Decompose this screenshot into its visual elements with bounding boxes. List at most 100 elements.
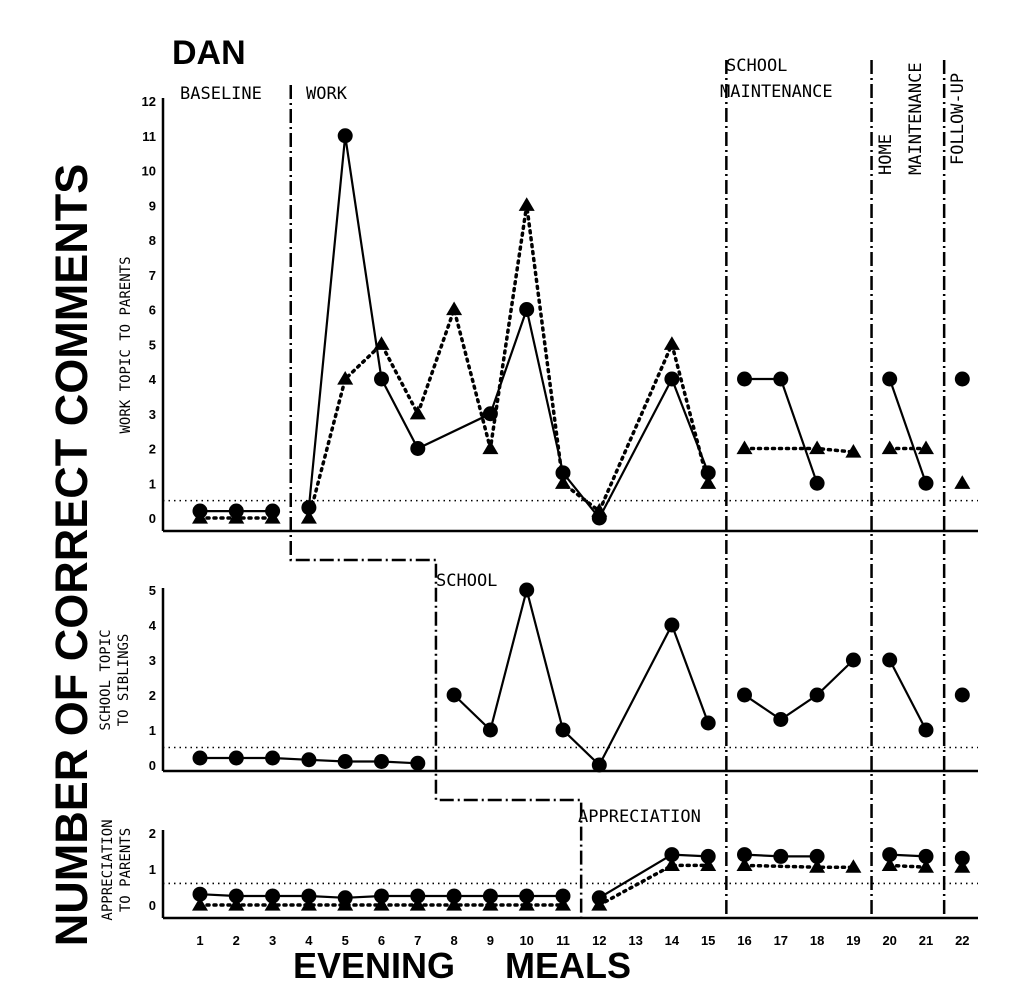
data-point-circle: [954, 850, 970, 866]
data-point-circle: [482, 406, 498, 422]
data-point-triangle: [809, 859, 826, 873]
y-tick-label: 5: [149, 583, 156, 598]
data-point-triangle: [845, 443, 862, 458]
text-layer: DAN NUMBER OF CORRECT COMMENTS EVENING M…: [46, 34, 970, 986]
data-point-circle: [773, 371, 789, 387]
phase-label-home-maintenance-2: MAINTENANCE: [906, 62, 926, 175]
data-point-circle: [228, 888, 244, 904]
series-line-triangle: [742, 863, 856, 869]
data-point-triangle: [300, 510, 317, 524]
data-point-circle: [918, 475, 934, 491]
data-point-triangle: [446, 897, 463, 911]
data-point-circle: [482, 722, 498, 738]
x-tick-label: 22: [955, 933, 969, 948]
panel-y-label: APPRECIATION TO PARENTS: [100, 819, 134, 920]
data-point-triangle: [192, 510, 208, 524]
data-point-circle: [555, 722, 571, 738]
data-point-triangle: [555, 475, 571, 489]
x-tick-label: 6: [378, 933, 385, 948]
data-point-triangle: [337, 897, 354, 911]
data-point-circle: [737, 847, 752, 863]
data-point-triangle: [954, 475, 971, 489]
y-tick-label: 0: [149, 898, 156, 913]
data-point-circle: [845, 652, 861, 668]
data-point-circle: [519, 582, 535, 598]
data-point-triangle: [482, 897, 499, 911]
series-line-circle: [888, 659, 927, 731]
data-point-circle: [954, 371, 970, 387]
x-tick-label: 19: [846, 933, 860, 948]
data-point-circle: [265, 888, 281, 904]
phase-label-school: SCHOOL: [436, 571, 497, 591]
series-line-circle: [453, 585, 710, 767]
data-point-circle: [882, 652, 898, 668]
data-point-circle: [737, 371, 752, 387]
data-point-circle: [664, 617, 680, 633]
series-line-circle: [307, 135, 710, 521]
panel-y-label-line: APPRECIATION: [100, 819, 116, 920]
y-tick-label: 2: [149, 826, 156, 841]
data-point-circle: [301, 752, 317, 768]
series-line-circle: [744, 377, 819, 484]
panel-y-label-line: TO PARENTS: [118, 828, 134, 912]
data-point-triangle: [881, 440, 898, 455]
x-tick-label: 21: [919, 933, 933, 948]
data-point-triangle: [591, 897, 608, 911]
x-tick-label: 20: [882, 933, 896, 948]
panel-y-label: WORK TOPIC TO PARENTS: [118, 256, 134, 433]
data-point-triangle: [700, 857, 717, 871]
data-point-circle: [265, 750, 281, 766]
data-point-circle: [519, 888, 535, 904]
data-point-circle: [700, 848, 716, 864]
data-point-triangle: [518, 897, 535, 911]
series-line-triangle: [887, 863, 928, 869]
data-point-circle: [809, 687, 825, 703]
phase-label-appreciation: APPRECIATION: [578, 807, 701, 827]
data-point-triangle: [555, 897, 571, 911]
data-point-circle: [374, 754, 389, 769]
data-point-circle: [519, 302, 535, 317]
data-point-circle: [773, 712, 789, 727]
data-point-circle: [482, 888, 498, 904]
data-point-triangle: [591, 503, 608, 517]
data-point-circle: [954, 687, 970, 703]
phase-lines-layer: [289, 60, 946, 918]
data-point-triangle: [446, 301, 463, 316]
phase-label-home-maintenance-1: HOME: [876, 134, 896, 175]
x-tick-label: 2: [233, 933, 240, 948]
data-point-triangle: [264, 510, 281, 524]
data-point-circle: [228, 750, 244, 766]
data-point-circle: [410, 441, 426, 456]
data-point-triangle: [409, 405, 426, 420]
phase-line-staggered: [289, 85, 583, 918]
data-point-triangle: [409, 897, 426, 911]
x-tick-label: 10: [519, 933, 533, 948]
y-tick-label: 2: [149, 688, 156, 703]
series-line-circle: [888, 378, 928, 484]
data-point-triangle: [736, 857, 753, 871]
data-point-circle: [773, 848, 789, 864]
y-tick-label: 8: [149, 233, 156, 248]
y-tick-label: 10: [142, 164, 156, 179]
data-point-triangle: [918, 859, 934, 873]
x-tick-label: 12: [592, 933, 606, 948]
data-point-triangle: [518, 197, 535, 211]
data-point-triangle: [700, 475, 717, 489]
data-point-circle: [700, 715, 716, 731]
y-axis-title: NUMBER OF CORRECT COMMENTS: [46, 164, 97, 946]
x-tick-label: 18: [810, 933, 824, 948]
series-line-triangle: [597, 863, 710, 907]
data-point-triangle: [228, 897, 245, 911]
data-point-circle: [192, 886, 208, 902]
data-point-circle: [809, 475, 825, 491]
data-point-circle: [809, 848, 825, 864]
series-line-circle: [743, 659, 855, 721]
y-tick-label: 5: [149, 337, 156, 352]
x-tick-label: 9: [487, 933, 494, 948]
data-point-circle: [664, 847, 680, 863]
panel-y-label-line: TO SIBLINGS: [116, 634, 132, 727]
series-line-triangle: [742, 446, 856, 454]
data-point-circle: [882, 847, 898, 863]
data-point-circle: [591, 757, 607, 773]
panel-y-label-line: SCHOOL TOPIC: [98, 629, 114, 730]
